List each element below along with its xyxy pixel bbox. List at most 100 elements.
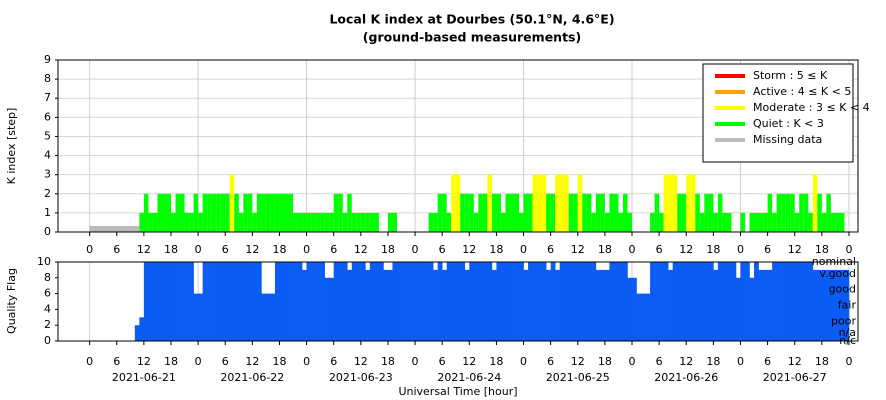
quality-bar (632, 277, 637, 341)
x-tick-label: 6 (222, 355, 229, 368)
k-bar (505, 193, 510, 232)
quality-bar (306, 262, 312, 341)
k-bar (311, 212, 316, 232)
k-bar (704, 193, 709, 232)
k-bar (713, 212, 718, 232)
k-bar (546, 193, 551, 232)
quality-bar (320, 262, 325, 341)
quality-bar (577, 262, 583, 341)
k-bar (790, 193, 795, 232)
quality-bar (541, 262, 547, 341)
quality-bar (812, 269, 818, 341)
quality-bar (794, 262, 800, 341)
x-tick-label: 6 (439, 355, 446, 368)
quality-bar (238, 262, 244, 341)
quality-bar (722, 262, 728, 341)
quality-bar (672, 262, 678, 341)
quality-bar (356, 262, 362, 341)
k-bar (211, 193, 217, 232)
k-bar (830, 212, 836, 232)
k-bar (808, 212, 813, 232)
quality-bar (704, 262, 710, 341)
k-bar (442, 193, 447, 232)
quality-bar (279, 262, 285, 341)
quality-bar (383, 269, 389, 341)
quality-bar (808, 262, 814, 341)
k-bar (650, 212, 655, 232)
date-label: 2021-06-23 (329, 371, 393, 384)
quality-bar (455, 262, 461, 341)
quality-bar (428, 262, 434, 341)
k-bar (668, 174, 673, 232)
quality-bar (500, 262, 506, 341)
quality-bar (225, 262, 231, 341)
k-bar (351, 212, 357, 232)
k-bar (663, 174, 669, 232)
k-bar (225, 193, 230, 232)
k-bar (564, 174, 569, 232)
x-tick-label: 6 (330, 355, 337, 368)
quality-bar (152, 262, 158, 341)
plot-frame (57, 59, 859, 233)
quality-bar (781, 262, 786, 341)
quality-bar (532, 262, 538, 341)
k-bar (261, 193, 266, 232)
quality-bar (270, 293, 276, 341)
x-tick-label: 0 (303, 243, 310, 256)
k-bar (175, 193, 181, 232)
date-label: 2021-06-26 (654, 371, 718, 384)
quality-bar (776, 262, 782, 341)
k-bar (817, 193, 822, 232)
quality-bar (302, 269, 307, 341)
quality-bar (378, 262, 384, 341)
y-tick-label: 2 (44, 187, 51, 200)
quality-bar (528, 262, 533, 341)
y-tick-label: 4 (44, 149, 51, 162)
k-bar (559, 174, 565, 232)
legend-label: Missing data (753, 133, 822, 146)
quality-bar (419, 262, 425, 341)
x-tick-label: 18 (164, 355, 178, 368)
date-label: 2021-06-22 (220, 371, 284, 384)
k-bar (672, 174, 678, 232)
quality-bar (803, 262, 809, 341)
quality-bar (288, 262, 294, 341)
k-bar (749, 212, 755, 232)
quality-bar (207, 262, 212, 341)
k-bar (315, 212, 321, 232)
k-bar (609, 193, 614, 232)
x-tick-label: 18 (815, 243, 829, 256)
y-tick-label: 0 (44, 334, 51, 347)
quality-bar (329, 277, 335, 341)
k-bar (537, 174, 542, 232)
k-bar (532, 174, 538, 232)
quality-bar (315, 262, 321, 341)
date-label: 2021-06-27 (763, 371, 827, 384)
x-tick-label: 0 (845, 355, 852, 368)
quality-bar (573, 262, 579, 341)
k-bar (708, 193, 714, 232)
quality-bar (491, 269, 497, 341)
x-tick-label: 18 (598, 355, 612, 368)
k-bar (202, 193, 208, 232)
y2-tick-label: n/a (839, 326, 856, 339)
quality-bar (564, 262, 570, 341)
legend-label: Quiet : K < 3 (753, 117, 824, 130)
k-bar (776, 193, 782, 232)
x-tick-label: 12 (571, 243, 585, 256)
y-tick-label: 8 (44, 72, 51, 85)
k-bar (763, 212, 768, 232)
quality-bar (758, 269, 764, 341)
quality-bar (406, 262, 411, 341)
quality-bar (645, 293, 651, 341)
k-bar (369, 212, 375, 232)
k-bar (654, 193, 660, 232)
k-bar (519, 212, 524, 232)
quality-bar (622, 262, 628, 341)
x-tick-label: 6 (439, 243, 446, 256)
k-bar (446, 212, 452, 232)
k-bar (161, 193, 167, 232)
quality-bar (830, 269, 836, 341)
y-axis-label: K index [step] (5, 108, 18, 185)
k-bar (247, 193, 253, 232)
